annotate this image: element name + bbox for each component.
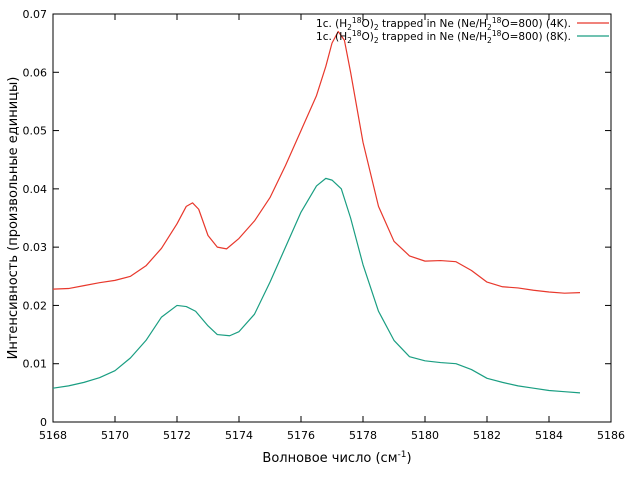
legend-text-part: 2 xyxy=(347,36,352,45)
series-layer xyxy=(52,30,581,394)
legend-text-part: 2 xyxy=(347,23,352,32)
x-tick-label: 5184 xyxy=(535,429,563,442)
legend-label-1: 1c. (H218O)2 trapped in Ne (Ne/H218O=800… xyxy=(316,16,571,32)
legend-text-part: 18 xyxy=(492,16,502,25)
x-label-main: Волновое число (см xyxy=(262,451,397,466)
x-axis: 5168 5170 5172 5174 5176 5178 5180 5182 5184 5186 xyxy=(39,14,625,442)
x-tick-label: 5170 xyxy=(101,429,129,442)
legend-text-part: 2 xyxy=(374,36,379,45)
plot-frame xyxy=(52,13,612,423)
legend-text-part: 2 xyxy=(487,36,492,45)
legend-text-part: 18 xyxy=(492,29,502,38)
x-label-sup: -1 xyxy=(398,450,407,460)
plot-border xyxy=(52,13,612,423)
legend-text-part: O=800) (8K). xyxy=(501,31,571,43)
legend-text-part: 18 xyxy=(352,16,362,25)
legend-text-part: 2 xyxy=(487,23,492,32)
series-line-2 xyxy=(52,177,581,394)
x-tick-label: 5178 xyxy=(349,429,377,442)
legend-text-part: 18 xyxy=(352,29,362,38)
y-tick-label: 0.07 xyxy=(23,8,48,21)
y-tick-label: 0.01 xyxy=(23,358,48,371)
x-tick-label: 5168 xyxy=(39,429,67,442)
y-tick-label: 0.05 xyxy=(23,125,48,138)
legend-text-part: 1c. (H xyxy=(316,31,347,43)
y-tick-label: 0.03 xyxy=(23,241,48,254)
legend-text-part: O) xyxy=(361,18,373,30)
legend-text-part: 1c. (H xyxy=(316,18,347,30)
legend-text-part: O=800) (4K). xyxy=(501,18,571,30)
x-tick-label: 5180 xyxy=(411,429,439,442)
x-tick-label: 5174 xyxy=(225,429,253,442)
series-line-1 xyxy=(52,30,581,294)
x-tick-label: 5172 xyxy=(163,429,191,442)
legend-label-2: 1c. (H218O)2 trapped in Ne (Ne/H218O=800… xyxy=(316,29,571,45)
legend-text-part: O) xyxy=(361,31,373,43)
x-tick-label: 5176 xyxy=(287,429,315,442)
x-tick-label: 5182 xyxy=(473,429,501,442)
y-tick-label: 0 xyxy=(40,416,47,429)
y-axis: 0 0.01 0.02 0.03 0.04 0.05 0.06 0.07 xyxy=(23,8,611,429)
y-axis-label: Интенсивность (произвольные единицы) xyxy=(6,77,21,360)
legend-text-part: trapped in Ne (Ne/H xyxy=(379,31,487,43)
y-tick-label: 0.06 xyxy=(23,66,48,79)
x-label-tail: ) xyxy=(406,451,411,466)
legend: 1c. (H218O)2 trapped in Ne (Ne/H218O=800… xyxy=(316,16,609,45)
x-tick-label: 5186 xyxy=(597,429,625,442)
x-axis-label: Волновое число (см-1) xyxy=(262,450,411,466)
legend-text-part: 2 xyxy=(374,23,379,32)
y-tick-label: 0.02 xyxy=(23,299,48,312)
legend-text-part: trapped in Ne (Ne/H xyxy=(379,18,487,30)
y-tick-label: 0.04 xyxy=(23,183,48,196)
